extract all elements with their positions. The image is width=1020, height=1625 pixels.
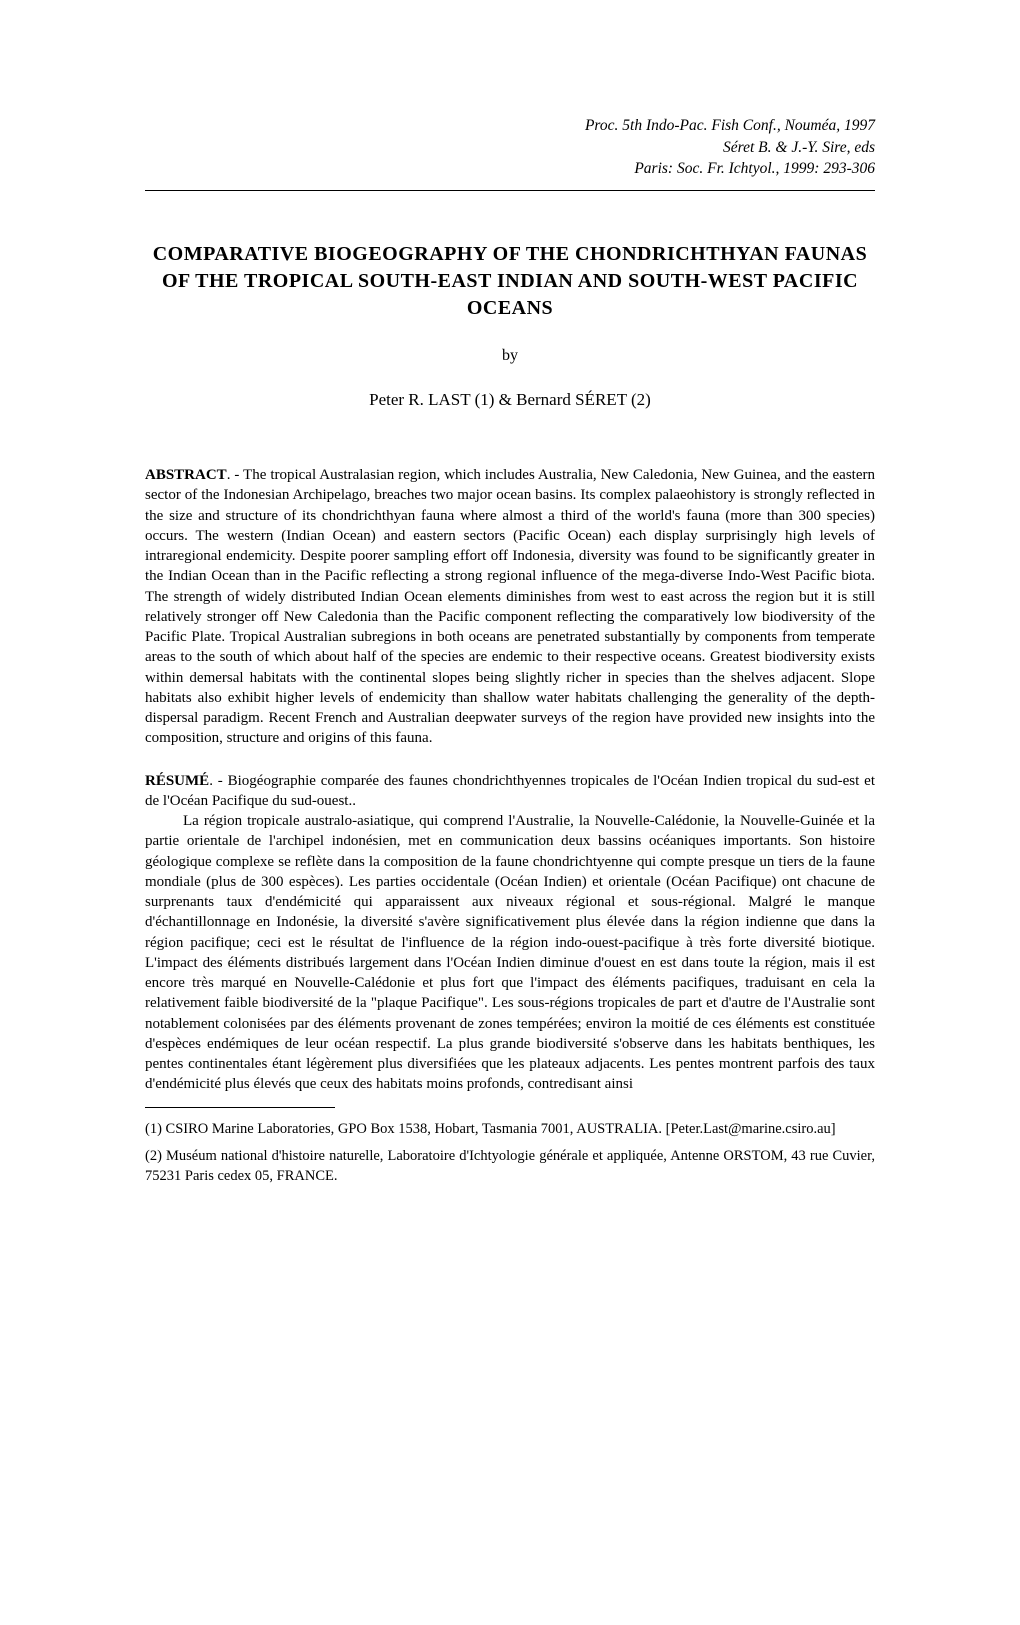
footnote-1: (1) CSIRO Marine Laboratories, GPO Box 1…: [145, 1120, 875, 1140]
by-label: by: [145, 347, 875, 365]
header-divider: [145, 190, 875, 191]
header-line-1: Proc. 5th Indo-Pac. Fish Conf., Nouméa, …: [145, 115, 875, 137]
publication-header: Proc. 5th Indo-Pac. Fish Conf., Nouméa, …: [145, 115, 875, 180]
paper-title: COMPARATIVE BIOGEOGRAPHY OF THE CHONDRIC…: [145, 241, 875, 322]
resume-intro-text: . - Biogéographie comparée des faunes ch…: [145, 773, 875, 809]
header-line-2: Séret B. & J.-Y. Sire, eds: [145, 137, 875, 159]
abstract-text: . - The tropical Australasian region, wh…: [145, 467, 875, 746]
resume-label: RÉSUMÉ: [145, 773, 209, 789]
footnote-2: (2) Muséum national d'histoire naturelle…: [145, 1147, 875, 1186]
header-line-3: Paris: Soc. Fr. Ichtyol., 1999: 293-306: [145, 158, 875, 180]
paper-authors: Peter R. LAST (1) & Bernard SÉRET (2): [145, 390, 875, 410]
abstract-label: ABSTRACT: [145, 467, 227, 483]
resume-body: La région tropicale australo-asiatique, …: [145, 811, 875, 1095]
abstract-section: ABSTRACT. - The tropical Australasian re…: [145, 465, 875, 749]
footnote-divider: [145, 1107, 335, 1108]
resume-intro: RÉSUMÉ. - Biogéographie comparée des fau…: [145, 771, 875, 812]
